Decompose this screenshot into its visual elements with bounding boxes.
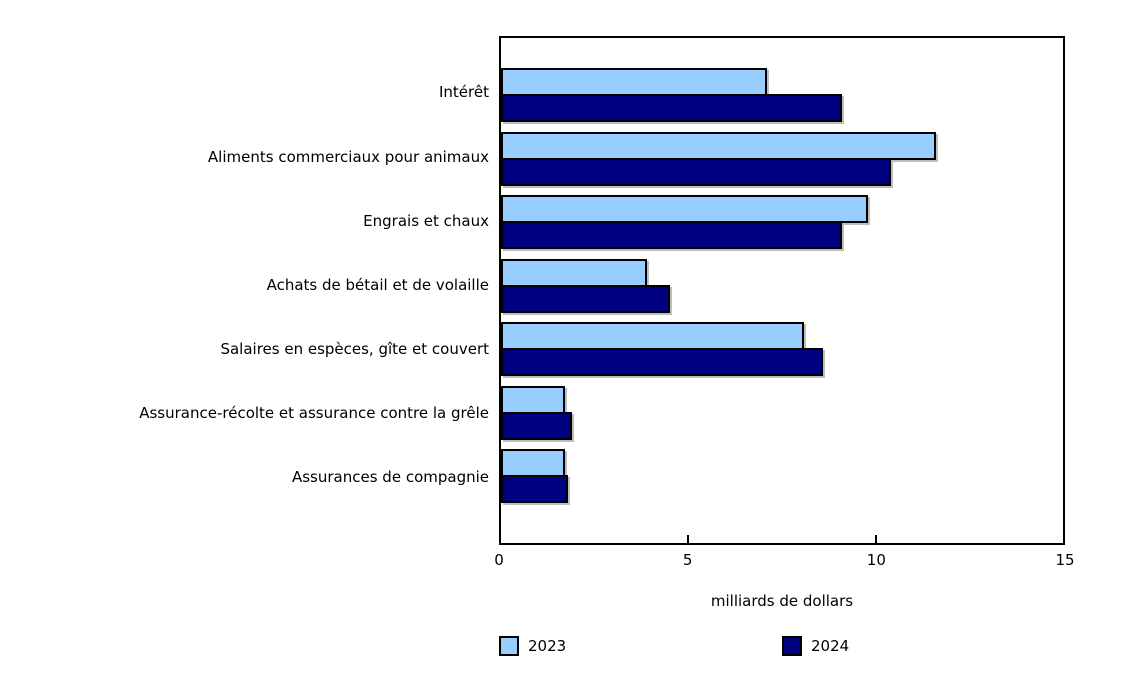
bar-2024 <box>501 475 569 503</box>
bar-2023 <box>501 322 805 350</box>
bar-2024 <box>501 284 670 313</box>
bar-2023 <box>501 385 565 414</box>
bar-2024 <box>501 221 842 249</box>
bar-2024 <box>501 157 891 186</box>
x-tick-label: 0 <box>494 551 504 569</box>
x-axis-tick-labels: 0 5 10 15 <box>494 551 1074 571</box>
bar-group <box>501 322 1063 376</box>
bar-2023 <box>501 68 767 96</box>
bar-2023 <box>501 449 565 477</box>
bar-2023 <box>501 195 869 223</box>
legend-item-2024: 2024 <box>782 636 849 656</box>
legend-label: 2024 <box>811 637 850 655</box>
bar-group <box>501 385 1063 440</box>
legend-label: 2023 <box>528 637 567 655</box>
bar-2024 <box>501 348 824 376</box>
bar-group <box>501 449 1063 503</box>
x-axis-title: milliards de dollars <box>710 592 854 610</box>
category-label: Engrais et chaux <box>363 211 489 230</box>
category-label: Achats de bétail et de volaille <box>266 275 489 294</box>
category-label: Assurances de compagnie <box>291 468 489 487</box>
plot-area <box>499 36 1065 545</box>
category-axis: Intérêt Aliments commerciaux pour animaux… <box>0 36 489 545</box>
category-label: Assurance-récolte et assurance contre la… <box>139 404 489 423</box>
legend-item-2023: 2023 <box>499 636 566 656</box>
bar-group <box>501 258 1063 313</box>
legend-swatch-2024 <box>782 636 802 656</box>
legend-swatch-2023 <box>499 636 519 656</box>
tick-mark <box>874 535 877 543</box>
legend: 2023 2024 <box>499 636 1065 660</box>
bar-2024 <box>501 411 573 440</box>
category-label: Intérêt <box>439 83 489 102</box>
bar-2023 <box>501 258 648 287</box>
x-tick-label: 5 <box>682 551 693 569</box>
bar-2023 <box>501 131 936 160</box>
tick-mark <box>687 535 690 543</box>
category-label: Salaires en espèces, gîte et couvert <box>220 340 489 358</box>
x-tick-label: 15 <box>1055 551 1075 569</box>
bar-groups <box>501 38 1063 543</box>
bar-group <box>501 195 1063 249</box>
bar-2024 <box>501 94 842 122</box>
category-label: Aliments commerciaux pour animaux <box>207 147 489 166</box>
x-tick-label: 10 <box>866 551 886 569</box>
bar-group <box>501 131 1063 186</box>
bar-group <box>501 68 1063 122</box>
